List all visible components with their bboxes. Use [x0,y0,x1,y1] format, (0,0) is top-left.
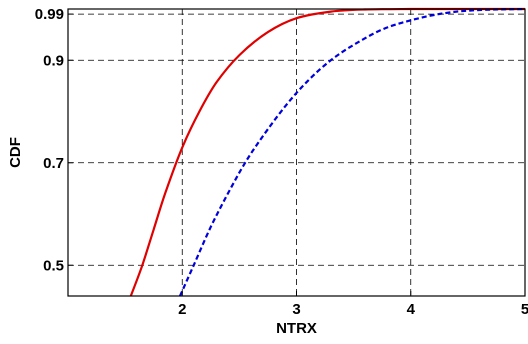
grid-lines [68,9,526,296]
series-lines [129,7,526,297]
y-tick-label: 0.99 [35,6,64,23]
x-axis-label: NTRX [276,320,317,337]
x-tick-label: 2 [178,301,186,318]
y-axis-label: CDF [7,137,24,168]
axis-ticks: 2 3 4 5 0.5 0.7 0.9 0.99 [35,6,528,318]
x-tick-label: 3 [292,301,300,318]
y-tick-label: 0.7 [43,155,64,172]
y-tick-label: 0.5 [43,257,64,274]
x-tick-label: 5 [521,301,528,318]
series-line-solid [129,7,525,297]
series-line-dashed [178,7,526,297]
y-tick-label: 0.9 [43,52,64,69]
x-tick-label: 4 [407,301,416,318]
